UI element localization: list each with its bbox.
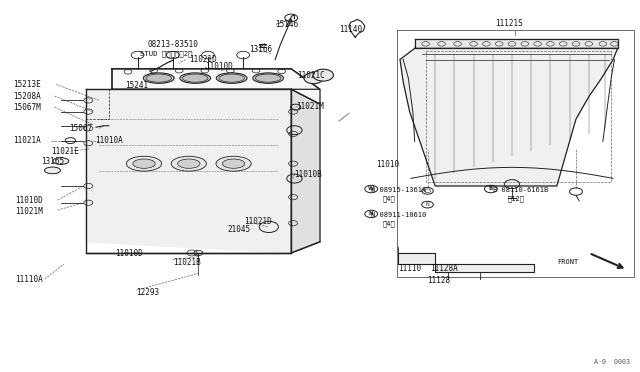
Polygon shape: [112, 69, 320, 104]
Text: 11010: 11010: [376, 160, 399, 169]
Text: 11021M: 11021M: [296, 102, 323, 111]
Ellipse shape: [45, 167, 61, 174]
Ellipse shape: [52, 158, 69, 164]
Text: 15146: 15146: [275, 20, 298, 29]
Ellipse shape: [143, 73, 174, 83]
Text: 11010B: 11010B: [294, 170, 322, 179]
Text: 11021M: 11021M: [15, 207, 42, 216]
Ellipse shape: [133, 159, 155, 168]
Text: STUD スタッド（2）: STUD スタッド（2）: [140, 50, 192, 57]
Text: （4）: （4）: [383, 221, 396, 227]
Text: 11021D: 11021D: [244, 217, 272, 226]
Text: 11021E: 11021E: [51, 147, 79, 156]
Text: 15067: 15067: [69, 124, 92, 133]
Ellipse shape: [255, 74, 281, 82]
Ellipse shape: [253, 73, 284, 83]
Text: 11010D: 11010D: [115, 249, 143, 258]
Text: 13166: 13166: [250, 45, 273, 54]
Text: 11021C: 11021C: [298, 71, 325, 80]
Text: 11128A: 11128A: [430, 264, 458, 273]
Text: W 08915-1361A: W 08915-1361A: [371, 187, 426, 193]
Ellipse shape: [178, 159, 200, 168]
Circle shape: [313, 69, 333, 81]
Text: 11121S: 11121S: [495, 19, 522, 28]
Ellipse shape: [180, 73, 211, 83]
Text: 12293: 12293: [136, 288, 159, 296]
Polygon shape: [398, 253, 534, 272]
Text: W: W: [368, 186, 374, 192]
Text: N: N: [426, 202, 429, 207]
Circle shape: [304, 73, 323, 84]
Ellipse shape: [127, 156, 161, 171]
Text: 11110A: 11110A: [15, 275, 42, 284]
Ellipse shape: [219, 74, 244, 82]
Text: 11010D: 11010D: [15, 196, 42, 205]
Text: 15067M: 15067M: [13, 103, 40, 112]
Text: 11021A: 11021A: [13, 136, 40, 145]
Polygon shape: [400, 48, 618, 186]
Text: 08213-83510: 08213-83510: [147, 40, 198, 49]
Text: A·0  0003: A·0 0003: [595, 359, 630, 365]
Text: N 08911-10610: N 08911-10610: [371, 212, 426, 218]
Text: FRONT: FRONT: [557, 259, 578, 265]
Ellipse shape: [146, 74, 172, 82]
Polygon shape: [291, 89, 320, 253]
Text: 15213E: 15213E: [13, 80, 40, 89]
Text: 11010A: 11010A: [95, 136, 122, 145]
Ellipse shape: [216, 73, 247, 83]
Polygon shape: [415, 39, 618, 48]
Ellipse shape: [223, 159, 244, 168]
Text: （4）: （4）: [383, 195, 396, 202]
Text: （12）: （12）: [508, 195, 525, 202]
Text: 11010D: 11010D: [205, 62, 232, 71]
Text: 13165: 13165: [42, 157, 65, 166]
Text: 11110: 11110: [398, 264, 421, 273]
Text: B: B: [489, 186, 493, 192]
Text: 11021B: 11021B: [173, 258, 200, 267]
Text: 15208A: 15208A: [13, 92, 40, 101]
Text: 11140: 11140: [339, 25, 362, 33]
Text: 11128: 11128: [428, 276, 451, 285]
Text: N: N: [369, 211, 374, 217]
Ellipse shape: [182, 74, 208, 82]
Ellipse shape: [216, 156, 251, 171]
Text: B 08110-6161B: B 08110-6161B: [493, 187, 548, 193]
Text: 11021D: 11021D: [189, 55, 217, 64]
Text: 15241: 15241: [125, 81, 148, 90]
Polygon shape: [86, 89, 320, 253]
Text: 21045: 21045: [227, 225, 250, 234]
Ellipse shape: [172, 156, 206, 171]
